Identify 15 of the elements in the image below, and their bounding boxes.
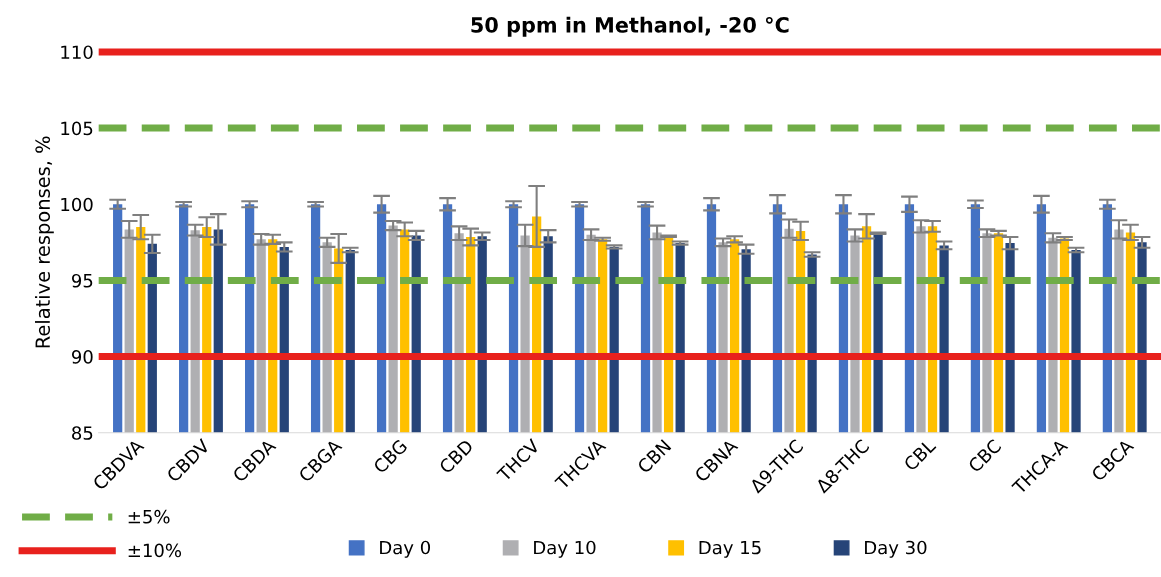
y-axis-title: Relative responses, % <box>34 136 54 348</box>
chart-title: 50 ppm in Methanol, -20 °C <box>471 16 789 37</box>
y-tick-label: 105 <box>61 121 93 136</box>
text: ±10% <box>128 543 182 558</box>
x-tick-label: CBL <box>902 437 937 472</box>
legend-label: Day 30 <box>865 540 927 558</box>
legend-label: Day 15 <box>699 540 761 558</box>
y-tick-label: 110 <box>61 45 93 60</box>
y-tick-label: 90 <box>71 350 93 364</box>
y-tick-label: 95 <box>71 273 93 288</box>
legend-label: Day 0 <box>380 540 431 558</box>
y-tick-label: 85 <box>72 426 93 440</box>
text: ±5% <box>128 509 170 524</box>
legend-label: Day 10 <box>534 540 596 558</box>
y-tick-label: 100 <box>61 197 93 212</box>
